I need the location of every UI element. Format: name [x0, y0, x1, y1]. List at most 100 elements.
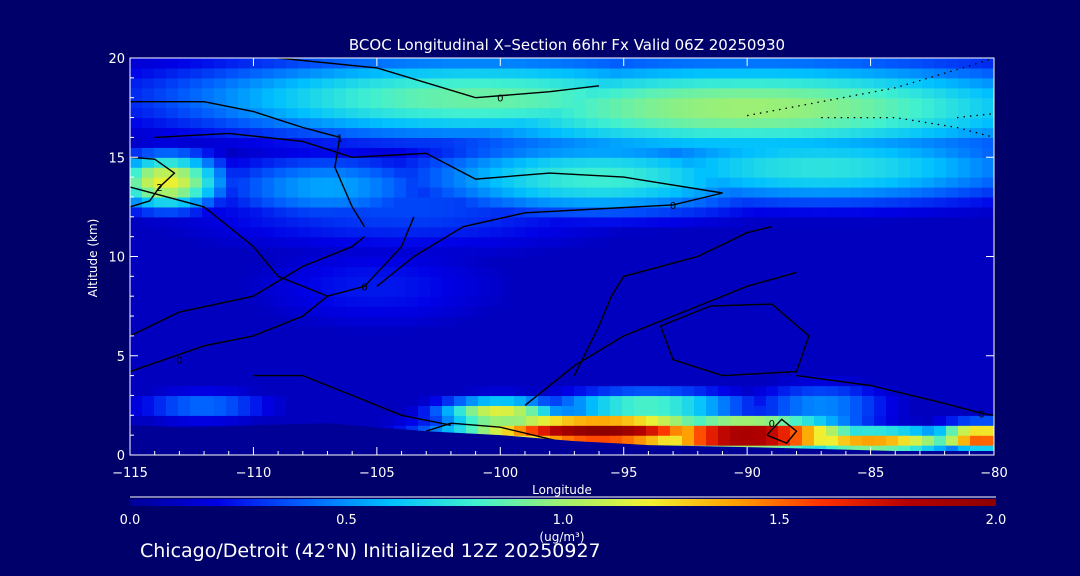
heat-cell	[370, 276, 383, 287]
heat-cell	[742, 97, 755, 109]
heat-cell	[790, 415, 803, 426]
heat-cell	[166, 157, 179, 168]
heat-cell	[622, 157, 635, 168]
heat-cell	[214, 375, 227, 387]
heat-cell	[274, 187, 287, 198]
heat-cell	[142, 226, 155, 238]
heat-cell	[826, 206, 839, 218]
heat-cell	[814, 187, 827, 198]
heat-cell	[274, 196, 287, 208]
heat-cell	[862, 445, 875, 455]
heat-cell	[190, 385, 203, 397]
heat-cell	[430, 276, 443, 287]
heat-cell	[574, 236, 587, 248]
heat-cell	[742, 206, 755, 218]
heat-cell	[682, 415, 695, 426]
heat-cell	[850, 206, 863, 218]
heat-cell	[850, 286, 863, 297]
heat-cell	[382, 385, 395, 397]
heat-cell	[334, 87, 347, 99]
heat-cell	[394, 167, 407, 178]
heat-cell	[226, 415, 239, 426]
heat-cell	[286, 137, 299, 148]
heat-cell	[142, 167, 155, 178]
heat-cell	[514, 375, 527, 387]
heat-cell	[478, 87, 491, 99]
heat-cell	[754, 425, 767, 436]
heat-cell	[214, 385, 227, 397]
heat-cell	[970, 296, 983, 307]
heat-cell	[442, 335, 455, 347]
heat-cell	[658, 127, 671, 138]
heat-cell	[298, 286, 311, 297]
heat-cell	[574, 58, 587, 69]
heat-cell	[250, 365, 263, 377]
heat-cell	[538, 306, 551, 317]
heat-cell	[814, 296, 827, 307]
heat-cell	[550, 67, 563, 79]
heat-cell	[910, 127, 923, 138]
heat-cell	[406, 187, 419, 198]
heat-cell	[178, 236, 191, 248]
heat-cell	[718, 87, 731, 99]
heat-cell	[622, 117, 635, 129]
heat-cell	[898, 127, 911, 138]
heat-cell	[478, 67, 491, 79]
heat-cell	[562, 246, 575, 258]
heat-cell	[550, 395, 563, 406]
heat-cell	[694, 286, 707, 297]
heat-cell	[778, 395, 791, 406]
heat-cell	[574, 187, 587, 198]
heat-cell	[646, 405, 659, 416]
heat-cell	[274, 256, 287, 268]
contour-lines: 012000000	[130, 58, 994, 454]
heat-cell	[238, 137, 251, 148]
heat-cell	[646, 58, 659, 69]
heat-cell	[190, 167, 203, 178]
heat-cell	[358, 385, 371, 397]
heat-cell	[694, 266, 707, 277]
heat-cell	[490, 286, 503, 297]
heat-cell	[670, 137, 683, 148]
heat-cell	[190, 117, 203, 129]
heat-cell	[706, 306, 719, 317]
heat-cell	[610, 58, 623, 69]
heat-cell	[766, 107, 779, 119]
heat-cell	[658, 206, 671, 218]
heat-cell	[598, 147, 611, 158]
heat-cell	[490, 375, 503, 387]
heat-cell	[778, 58, 791, 69]
heat-cell	[442, 246, 455, 258]
heat-cell	[526, 345, 539, 357]
heat-cell	[334, 226, 347, 238]
heat-cell	[286, 127, 299, 138]
heat-cell	[202, 127, 215, 138]
heat-cell	[946, 266, 959, 277]
heat-cell	[598, 316, 611, 327]
heat-cell	[862, 107, 875, 119]
heat-cell	[574, 296, 587, 307]
heat-cell	[670, 77, 683, 89]
heat-cell	[286, 385, 299, 397]
heat-cell	[766, 286, 779, 297]
heat-cell	[730, 117, 743, 129]
heat-cell	[598, 157, 611, 168]
heat-cell	[478, 395, 491, 406]
heat-cell	[202, 187, 215, 198]
heat-cell	[778, 167, 791, 178]
heat-cell	[706, 177, 719, 188]
heat-cell	[718, 256, 731, 268]
heat-cell	[886, 97, 899, 109]
heat-cell	[274, 127, 287, 138]
heat-cell	[862, 435, 875, 446]
heat-cell	[382, 167, 395, 178]
heat-cell	[382, 276, 395, 287]
heat-cell	[946, 435, 959, 446]
heat-cell	[934, 137, 947, 148]
heat-cell	[286, 206, 299, 218]
heat-cell	[586, 385, 599, 397]
heat-cell	[478, 177, 491, 188]
heat-cell	[190, 177, 203, 188]
heat-cell	[358, 157, 371, 168]
heat-cell	[634, 335, 647, 347]
